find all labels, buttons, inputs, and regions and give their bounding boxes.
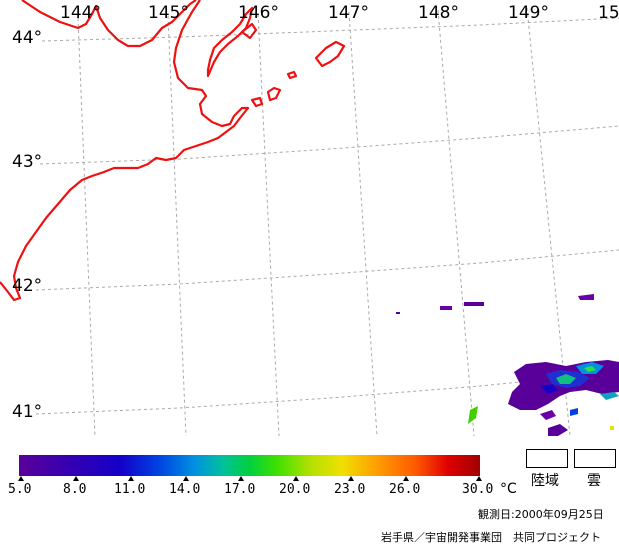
sst-map: 144° 145° 146° 147° 148° 149° 15 44° 43°…: [0, 0, 619, 436]
colorbar-tick-label: 17.0: [224, 482, 256, 497]
lon-label-147: 147°: [328, 3, 369, 23]
lon-label-145: 145°: [148, 3, 189, 23]
cloud-legend-swatch: [574, 449, 616, 468]
colorbar-tick-label: 30.0: [462, 482, 494, 497]
lat-label-42: 42°: [12, 276, 43, 296]
colorbar-tick-label: 5.0: [8, 482, 32, 497]
graticule-longitudes: [77, 7, 571, 436]
lat-label-43: 43°: [12, 152, 43, 172]
lon-label-146: 146°: [238, 3, 279, 23]
colorbar-tick: [293, 476, 299, 481]
observation-date: 観測日:2000年09月25日: [478, 508, 604, 521]
lat-label-41: 41°: [12, 402, 43, 422]
temperature-colorbar: [19, 455, 480, 476]
colorbar-tick-label: 23.0: [334, 482, 366, 497]
colorbar-unit: °C: [500, 481, 517, 497]
colorbar-tick: [73, 476, 79, 481]
sst-patches: [396, 294, 619, 436]
land-legend-label: 陸域: [531, 473, 559, 489]
colorbar-tick: [476, 476, 482, 481]
lon-label-144: 144°: [60, 3, 101, 23]
map-canvas: [0, 0, 619, 436]
colorbar-tick-label: 11.0: [114, 482, 146, 497]
credit-text: 岩手県／宇宙開発事業団 共同プロジェクト: [381, 531, 601, 544]
land-legend-swatch: [526, 449, 568, 468]
colorbar-tick-label: 26.0: [389, 482, 421, 497]
lon-label-148: 148°: [418, 3, 459, 23]
colorbar-tick: [403, 476, 409, 481]
coastline: [0, 0, 346, 302]
graticule-latitudes: [35, 17, 619, 415]
lon-label-150: 15: [598, 3, 619, 23]
cloud-legend-label: 雲: [587, 473, 601, 489]
colorbar-tick-label: 14.0: [169, 482, 201, 497]
colorbar-tick-label: 20.0: [279, 482, 311, 497]
colorbar-tick: [238, 476, 244, 481]
lon-label-149: 149°: [508, 3, 549, 23]
colorbar-tick-label: 8.0: [63, 482, 87, 497]
lat-label-44: 44°: [12, 28, 43, 48]
colorbar-tick: [128, 476, 134, 481]
colorbar-tick: [18, 476, 24, 481]
colorbar-tick: [183, 476, 189, 481]
colorbar-tick: [348, 476, 354, 481]
